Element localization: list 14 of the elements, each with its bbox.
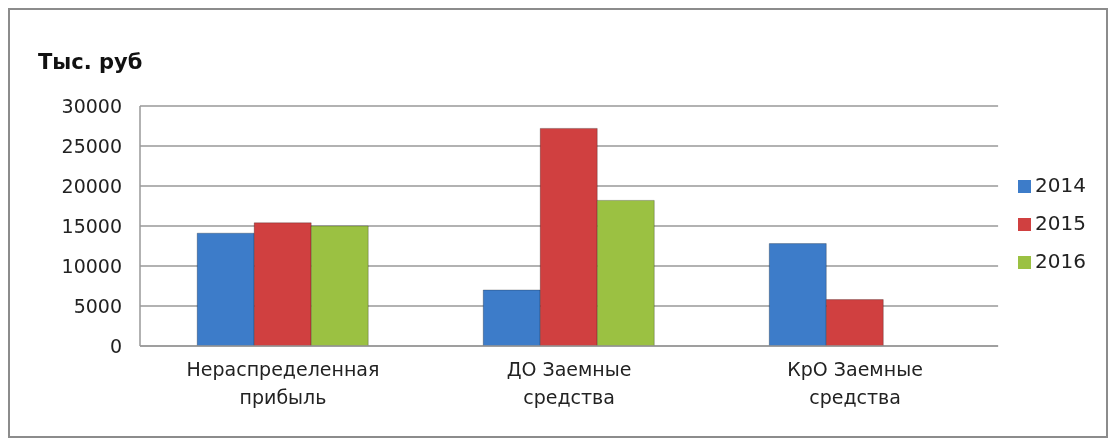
y-tick-label: 0 (109, 334, 122, 357)
chart-title: Тыс. руб (38, 50, 143, 74)
y-tick-label: 20000 (61, 174, 122, 197)
legend-label: 2016 (1035, 249, 1086, 273)
y-tick-label: 15000 (61, 214, 122, 237)
y-tick-label: 25000 (61, 134, 122, 157)
y-tick-label: 5000 (73, 294, 122, 317)
x-tick-label: ДО Заемные средства (506, 358, 632, 408)
legend-label: 2014 (1035, 173, 1086, 197)
y-tick-label: 30000 (61, 94, 122, 117)
x-tick-label: КрО Заемные средства (787, 358, 923, 408)
legend-label: 2015 (1035, 211, 1086, 235)
y-tick-label: 10000 (61, 254, 122, 277)
x-tick-label: Нераспределенная прибыль (186, 358, 380, 408)
